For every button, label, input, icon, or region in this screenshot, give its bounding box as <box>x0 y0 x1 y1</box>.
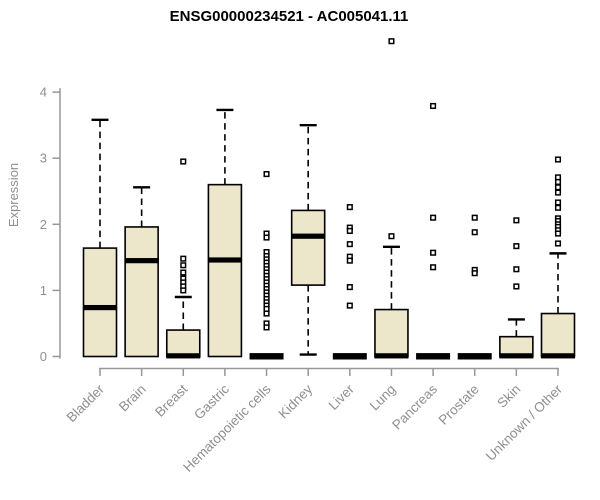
outlier-point <box>430 264 437 271</box>
box <box>540 312 576 358</box>
outlier-point <box>388 233 395 240</box>
x-tick-label: Prostate <box>436 382 482 428</box>
outlier-point <box>346 284 353 291</box>
outlier-point <box>180 255 187 262</box>
median-line <box>83 304 117 311</box>
outlier-point <box>180 262 187 269</box>
outlier-point <box>180 269 187 276</box>
outlier-point <box>430 102 437 110</box>
outlier-point <box>471 214 478 221</box>
flat-box <box>416 353 451 360</box>
y-tick-label: 4 <box>40 85 47 100</box>
outlier-point <box>346 257 353 264</box>
median-line <box>166 353 201 359</box>
outlier-point <box>263 324 270 331</box>
chart-title: ENSG00000234521 - AC005041.11 <box>169 8 409 25</box>
outlier-point <box>430 214 437 221</box>
x-tick-label: Lung <box>367 382 399 414</box>
outlier-point <box>554 230 562 237</box>
x-tick-label: Breast <box>152 381 190 419</box>
median-line <box>540 353 575 359</box>
outlier-point <box>346 241 353 248</box>
outlier-point <box>554 240 562 247</box>
outlier-point <box>513 266 520 273</box>
box <box>207 183 243 358</box>
x-tick-label: Liver <box>326 381 358 413</box>
outlier-point <box>513 217 520 224</box>
outlier-point <box>554 199 562 206</box>
flat-box <box>249 353 284 360</box>
outlier-point <box>180 158 187 165</box>
outlier-point <box>263 234 270 241</box>
x-tick-label: Brain <box>116 382 149 415</box>
y-tick-label: 3 <box>40 151 47 166</box>
outlier-point <box>180 287 187 294</box>
median-line <box>124 258 159 264</box>
median-line <box>291 233 326 239</box>
outlier-point <box>346 227 353 234</box>
outlier-point <box>263 310 270 317</box>
x-tick-label: Bladder <box>64 381 108 425</box>
outlier-point <box>471 270 478 277</box>
y-axis-label: Expression <box>6 162 21 228</box>
box <box>82 247 118 358</box>
outlier-point <box>430 249 437 256</box>
outlier-point <box>346 204 353 211</box>
x-tick-label: Skin <box>494 382 523 411</box>
outlier-point <box>554 178 562 186</box>
flat-box <box>457 353 492 360</box>
outlier-point <box>554 189 562 196</box>
box <box>290 209 326 286</box>
x-tick-label: Pancreas <box>389 381 440 432</box>
outlier-point <box>513 243 520 250</box>
x-tick-label: Kidney <box>276 381 316 421</box>
median-line <box>374 353 409 359</box>
x-tick-label: Gastric <box>191 381 232 422</box>
outlier-point <box>346 302 353 309</box>
box <box>124 226 159 358</box>
flat-box <box>332 353 367 360</box>
y-tick-label: 1 <box>40 283 47 298</box>
y-tick-label: 0 <box>40 349 47 364</box>
x-tick-label: Unknown / Other <box>483 381 566 464</box>
median-line <box>499 353 534 359</box>
median-line <box>207 257 242 263</box>
box <box>374 308 409 358</box>
outlier-point <box>263 171 270 178</box>
outlier-point <box>513 283 520 290</box>
box <box>165 329 201 358</box>
outlier-point <box>554 184 562 191</box>
y-tick-label: 2 <box>40 217 47 232</box>
outlier-point <box>554 156 562 163</box>
outlier-point <box>554 204 562 211</box>
outlier-point <box>471 229 478 236</box>
outlier-point <box>388 38 395 45</box>
